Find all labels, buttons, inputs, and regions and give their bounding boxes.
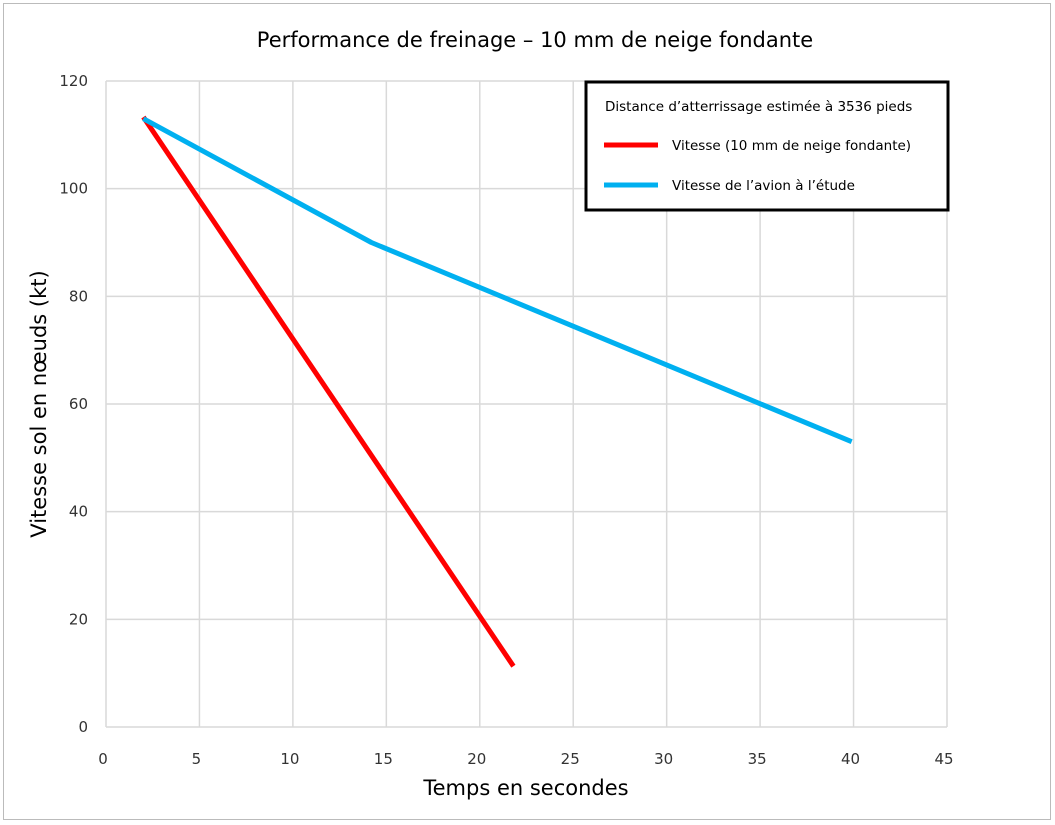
y-tick-label: 40 <box>69 503 88 521</box>
x-tick-label: 20 <box>467 750 486 768</box>
y-tick-label: 80 <box>69 287 88 305</box>
series-line-1 <box>142 116 853 444</box>
legend-label-blue: Vitesse de l’avion à l’étude <box>672 178 855 194</box>
y-tick-label: 0 <box>78 718 88 736</box>
x-tick-label: 10 <box>280 750 299 768</box>
y-tick-label: 100 <box>59 180 88 198</box>
x-tick-label: 25 <box>561 750 580 768</box>
x-tick-label: 45 <box>934 750 953 768</box>
series-lines <box>141 115 853 668</box>
x-tick-label: 5 <box>192 750 202 768</box>
x-tick-label: 0 <box>98 750 108 768</box>
x-tick-label: 35 <box>748 750 767 768</box>
series-line-0 <box>141 115 516 668</box>
legend: Distance d’atterrissage estimée à 3536 p… <box>584 80 950 212</box>
legend-title: Distance d’atterrissage estimée à 3536 p… <box>605 99 912 115</box>
x-axis-label: Temps en secondes <box>422 776 628 800</box>
y-tick-label: 120 <box>59 72 88 90</box>
tick-labels: 0 5 10 15 20 25 30 35 40 45 0 20 40 60 80 100 120 <box>59 72 953 768</box>
x-tick-label: 15 <box>374 750 393 768</box>
y-axis-label: Vitesse sol en nœuds (kt) <box>27 270 51 537</box>
chart-title: Performance de freinage – 10 mm de neige… <box>257 28 813 52</box>
y-tick-label: 20 <box>69 610 88 628</box>
x-tick-label: 30 <box>654 750 673 768</box>
x-tick-label: 40 <box>841 750 860 768</box>
legend-label-red: Vitesse (10 mm de neige fondante) <box>672 138 911 154</box>
y-tick-label: 60 <box>69 395 88 413</box>
